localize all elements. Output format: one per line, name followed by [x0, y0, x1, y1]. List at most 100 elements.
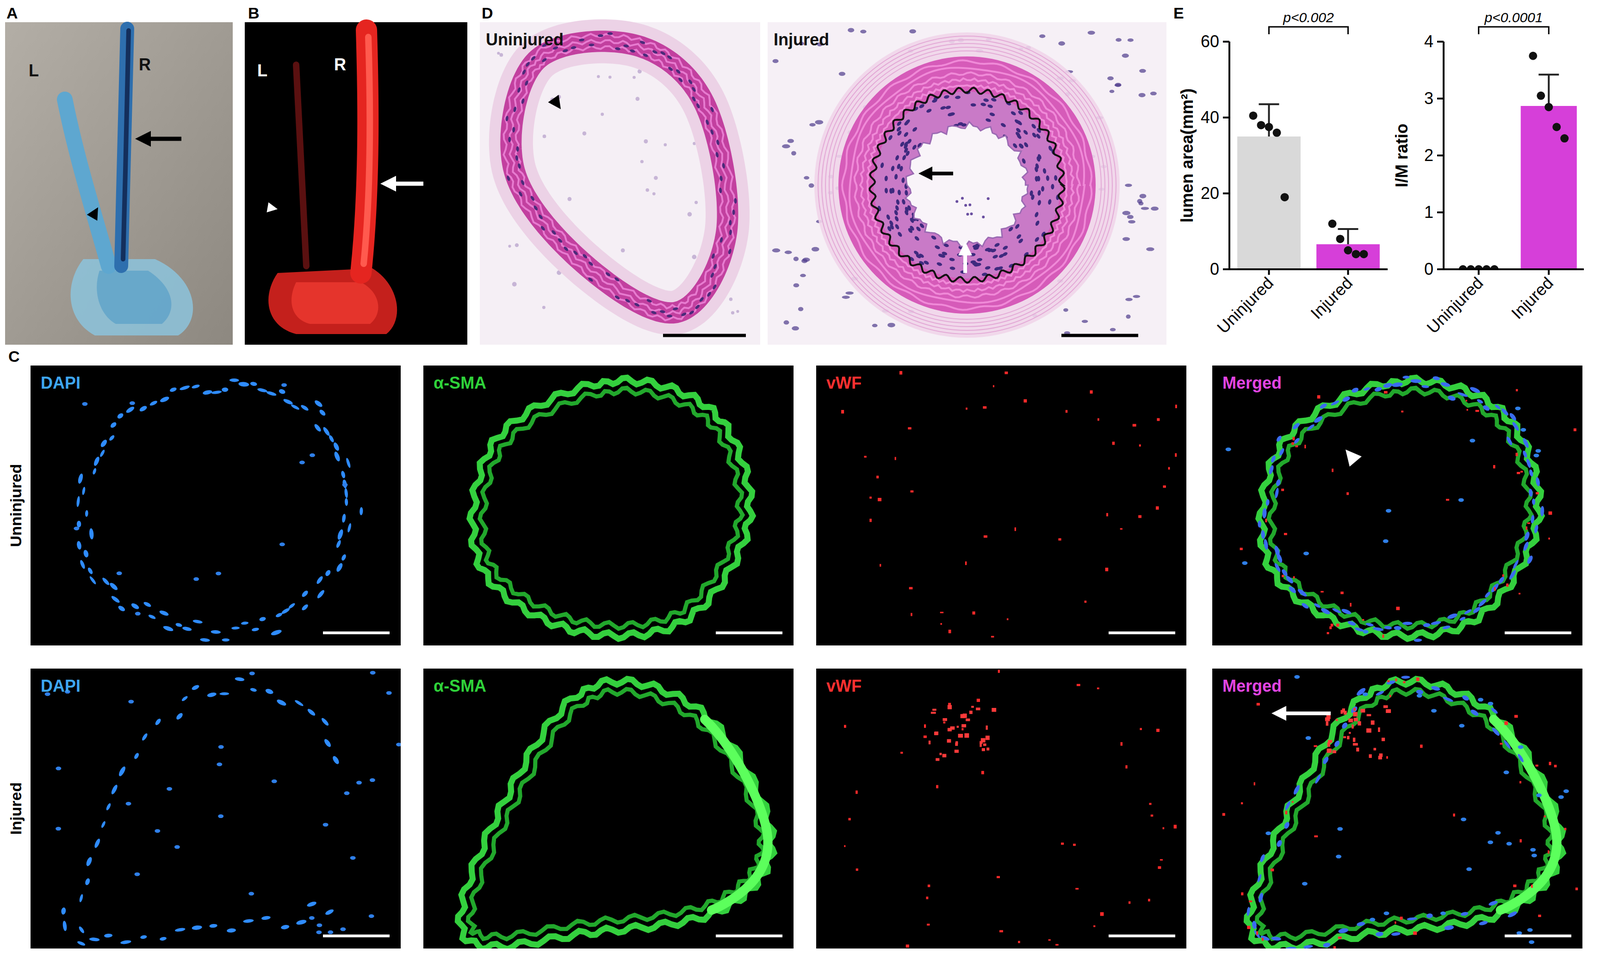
nucleus: [955, 95, 962, 100]
nucleus: [884, 187, 888, 194]
vwf-signal: [1159, 859, 1163, 861]
vwf-signal: [1535, 492, 1539, 495]
nucleus: [893, 215, 900, 223]
vwf-signal: [1332, 750, 1337, 754]
dapi-nucleus: [1535, 477, 1541, 487]
dapi-nucleus: [1442, 695, 1454, 703]
dapi-nucleus: [88, 575, 98, 585]
nucleus: [1010, 110, 1017, 117]
nucleus: [894, 204, 900, 212]
vwf-signal: [1292, 436, 1296, 441]
nucleus: [966, 212, 969, 216]
dapi-nucleus: [78, 893, 84, 903]
dapi-nucleus: [1491, 726, 1501, 738]
nucleus: [909, 29, 917, 34]
dapi-nucleus: [1525, 458, 1532, 469]
nucleus: [499, 53, 503, 57]
vwf-signal: [940, 623, 943, 626]
vwf-signal: [1327, 742, 1331, 747]
dapi-nucleus: [238, 381, 250, 388]
dapi-nucleus: [309, 453, 316, 458]
vwf-signal: [926, 896, 929, 900]
vwf-signal: [1335, 719, 1339, 722]
nucleus: [1115, 82, 1122, 87]
nucleus: [516, 86, 522, 94]
dapi-nucleus: [315, 575, 324, 585]
y-axis: [1228, 41, 1231, 270]
vwf-signal: [1112, 441, 1116, 446]
x-tick-label: Injured: [1507, 273, 1557, 323]
dapi-nucleus: [1421, 384, 1430, 389]
y-tick: [1437, 40, 1444, 43]
vwf-signal: [1097, 687, 1100, 690]
x-tick: [1547, 269, 1550, 275]
side-label: L: [257, 61, 268, 81]
nucleus: [518, 191, 524, 198]
dapi-nucleus: [1440, 381, 1452, 388]
vwf-signal: [1072, 843, 1076, 847]
nucleus: [1054, 174, 1058, 181]
nucleus: [941, 251, 948, 256]
dapi-nucleus: [260, 915, 271, 921]
x-axis: [1443, 268, 1584, 271]
dapi-nucleus: [1477, 597, 1488, 608]
nucleus: [1139, 68, 1147, 73]
nucleus: [587, 276, 594, 283]
nucleus: [1138, 93, 1146, 98]
vwf-signal: [1353, 707, 1356, 712]
nucleus: [1125, 297, 1133, 302]
nucleus: [691, 254, 697, 260]
dapi-nucleus: [318, 408, 327, 417]
dapi-nucleus: [231, 626, 240, 630]
dapi-nucleus: [93, 837, 102, 849]
nucleus: [986, 197, 990, 200]
dapi-nucleus: [1487, 701, 1494, 706]
nucleus: [729, 297, 733, 301]
dapi-nucleus: [1275, 434, 1283, 443]
dapi-nucleus: [1495, 831, 1501, 835]
dapi-nucleus: [1402, 375, 1410, 379]
dapi-nucleus: [1296, 587, 1308, 598]
dapi-nucleus: [1340, 721, 1349, 730]
adventitia-fiber: [829, 47, 1105, 323]
nucleus: [1016, 133, 1023, 140]
nucleus: [513, 106, 517, 113]
vwf-signal: [1362, 619, 1365, 621]
dapi-nucleus: [120, 939, 132, 945]
vwf-signal: [991, 635, 995, 638]
x-tick: [1477, 269, 1480, 275]
dapi-nucleus: [1477, 697, 1484, 702]
nucleus: [1034, 211, 1040, 218]
nucleus: [781, 144, 791, 149]
nucleus: [715, 139, 720, 146]
nucleus: [990, 97, 998, 102]
nucleus: [1017, 142, 1024, 150]
nucleus: [563, 245, 570, 252]
dapi-nucleus: [340, 470, 347, 479]
vwf-signal: [1494, 587, 1496, 591]
nucleus: [517, 162, 521, 169]
vwf-signal: [1336, 623, 1340, 627]
dapi-nucleus: [1385, 679, 1396, 686]
dapi-nucleus: [124, 405, 136, 415]
nucleus: [904, 189, 909, 196]
vwf-signal: [939, 752, 943, 756]
data-point: [1544, 102, 1553, 112]
nucleus: [1015, 119, 1023, 126]
nucleus: [784, 250, 793, 255]
vwf-signal: [1395, 606, 1400, 610]
dapi-nucleus: [1483, 590, 1492, 599]
nucleus: [1107, 76, 1114, 81]
dapi-nucleus: [1241, 561, 1248, 565]
dapi-nucleus: [335, 562, 344, 573]
vwf-signal: [1343, 736, 1346, 738]
nucleus: [1030, 123, 1037, 130]
dapi-nucleus: [1466, 867, 1472, 872]
vwf-signal: [1575, 887, 1578, 891]
nucleus: [976, 257, 983, 262]
vwf-signal: [1475, 409, 1480, 412]
dapi-nucleus: [202, 389, 213, 396]
dapi-nucleus: [1302, 881, 1308, 886]
data-point: [1257, 120, 1266, 130]
vwf-signal: [1389, 694, 1392, 698]
